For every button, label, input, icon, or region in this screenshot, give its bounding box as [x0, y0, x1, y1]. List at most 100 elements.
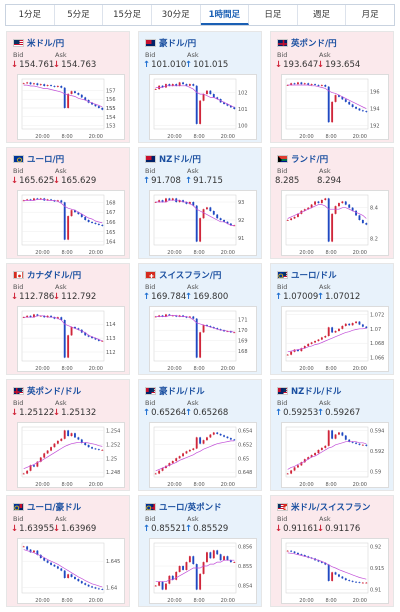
currency-card[interactable]: 豪ドル/ドル Bid Ask ↑0.65264 ↑0.65268 0.654 0.652 0.… — [138, 379, 262, 491]
chart-container[interactable]: 171 170 169 168 20:00 8:00 20:00 — [149, 306, 257, 372]
ask-value: 154.763 — [61, 60, 97, 70]
candle — [182, 315, 184, 317]
chart-container[interactable]: 102 101 100 20:00 8:00 20:00 — [149, 74, 257, 140]
candle — [223, 330, 225, 332]
chart-container[interactable]: 8.4 8.2 20:00 8:00 20:00 — [281, 190, 389, 256]
tab-timeframe[interactable]: 5分足 — [55, 5, 104, 25]
flag-icon — [145, 39, 156, 47]
tab-timeframe[interactable]: 1分足 — [6, 5, 55, 25]
chart-container[interactable]: 114 113 112 20:00 8:00 20:00 — [17, 306, 125, 372]
currency-pair-link[interactable]: ランド/円 — [291, 155, 329, 165]
price-chart: 114 113 112 20:00 8:00 20:00 — [21, 310, 116, 372]
currency-pair-link[interactable]: 米ドル/円 — [27, 39, 65, 49]
arrow-up-icon: ↑ — [143, 60, 151, 70]
tab-timeframe[interactable]: 30分足 — [152, 5, 201, 25]
x-tick-label: 20:00 — [299, 598, 313, 604]
candle — [229, 223, 232, 226]
chart-container[interactable]: 0.856 0.855 0.854 20:00 8:00 20:00 — [149, 538, 257, 604]
currency-pair-link[interactable]: ユーロ/円 — [27, 155, 65, 165]
currency-card[interactable]: 豪ドル/円 Bid Ask ↑101.010 ↑101.015 102 101 100 20:0… — [138, 31, 262, 143]
chart-container[interactable]: 0.92 0.915 0.91 20:00 8:00 20:00 — [281, 538, 389, 604]
x-tick-label: 20:00 — [353, 134, 367, 140]
bid-price: ↓154.761 — [11, 60, 54, 70]
chart-container[interactable]: 0.654 0.652 0.65 0.648 20:00 8:00 20:00 — [149, 422, 257, 488]
currency-pair-link[interactable]: 豪ドル/ドル — [159, 387, 205, 397]
currency-card[interactable]: スイスフラン/円 Bid Ask ↑169.784 ↑169.800 171 170 169 1… — [138, 263, 262, 375]
tab-timeframe[interactable]: 日足 — [249, 5, 298, 25]
card-header: カナダドル/円 — [13, 269, 81, 281]
chart-container[interactable]: 155 157 156 155 154 153 20:00 8:00 20:00 — [17, 74, 125, 140]
currency-pair-link[interactable]: ユーロ/ドル — [291, 271, 337, 281]
candle — [91, 102, 93, 105]
candle — [168, 463, 171, 466]
y-tick-label: 0.854 — [238, 584, 252, 590]
currency-pair-link[interactable]: ユーロ/豪ドル — [27, 503, 82, 513]
candle — [297, 82, 299, 85]
currency-card[interactable]: ユーロ/ドル Bid Ask ↑1.07009 ↑1.07012 1.072 1.07 1.0… — [270, 263, 394, 375]
chart-container[interactable]: 1.072 1.07 1.068 1.066 20:00 8:00 20:00 — [281, 306, 389, 372]
currency-card[interactable]: ユーロ/円 Bid Ask ↓165.625 ↓165.629 168 167 166 165 1… — [6, 147, 130, 259]
candle — [199, 332, 202, 358]
flag-icon — [145, 503, 156, 511]
currency-card[interactable]: ユーロ/豪ドル Bid Ask ↓1.63955 ↓1.63969 1.645 1.64 20… — [6, 495, 130, 607]
candle — [212, 432, 215, 435]
tab-timeframe[interactable]: 月足 — [361, 10, 379, 20]
currency-card[interactable]: 英ポンド/ドル Bid Ask ↓1.25122 ↓1.25132 1.254 1.252 1… — [6, 379, 130, 491]
ask-label: Ask — [319, 283, 331, 291]
currency-card[interactable]: NZドル/ドル Bid Ask ↑0.59253 ↑0.59267 0.594 0.592 0… — [270, 379, 394, 491]
currency-card[interactable]: 米ドル/円 Bid Ask ↓154.761 ↓154.763 155 157 156 155 1… — [6, 31, 130, 143]
candle — [317, 560, 320, 562]
currency-pair-link[interactable]: カナダドル/円 — [27, 271, 82, 281]
arrow-up-icon: ↑ — [143, 176, 151, 186]
tab-timeframe[interactable]: 週足 — [298, 5, 347, 25]
ask-label: Ask — [187, 283, 199, 291]
y-tick-label: 0.654 — [238, 428, 252, 434]
candle — [87, 100, 90, 103]
x-tick-label: 20:00 — [89, 134, 103, 140]
x-tick-label: 20:00 — [299, 482, 313, 488]
candle — [53, 317, 56, 319]
candle — [317, 84, 320, 86]
currency-pair-link[interactable]: NZドル/円 — [159, 155, 201, 165]
x-tick-label: 8:00 — [61, 250, 72, 256]
x-tick-label: 20:00 — [221, 482, 235, 488]
candle — [94, 104, 97, 107]
x-tick-label: 20:00 — [299, 134, 313, 140]
currency-pair-link[interactable]: 英ポンド/ドル — [27, 387, 82, 397]
candle — [341, 201, 344, 204]
candle — [101, 224, 104, 226]
currency-pair-link[interactable]: 米ドル/スイスフラン — [291, 503, 371, 513]
currency-card[interactable]: ユーロ/英ポンド Bid Ask ↑0.85521 ↑0.85529 0.856 0.855… — [138, 495, 262, 607]
chart-container[interactable]: 0.594 0.592 0.59 20:00 8:00 20:00 — [281, 422, 389, 488]
chart-container[interactable]: 93 92 91 20:00 8:00 20:00 — [149, 190, 257, 256]
currency-card[interactable]: ランド/円 Bid Ask 8.285 8.294 8.4 8.2 20:00 8:00 20:0… — [270, 147, 394, 259]
tab-timeframe[interactable]: 15分足 — [103, 5, 152, 25]
chart-container[interactable]: 1.645 1.64 20:00 8:00 20:00 — [17, 538, 125, 604]
y-tick-label: 154 — [106, 115, 116, 121]
currency-pair-link[interactable]: スイスフラン/円 — [159, 271, 222, 281]
flag-icon — [145, 271, 156, 279]
plot-area — [285, 78, 369, 130]
chart-container[interactable]: 168 167 166 165 164 20:00 8:00 20:00 — [17, 190, 125, 256]
moving-average-line — [287, 441, 367, 470]
currency-pair-link[interactable]: 英ポンド/円 — [291, 39, 337, 49]
candle — [56, 85, 59, 87]
chart-container[interactable]: 1.254 1.252 1.25 1.248 20:00 8:00 20:00 — [17, 422, 125, 488]
currency-card[interactable]: 米ドル/スイスフラン Bid Ask ↓0.91161 ↓0.91176 0.92 0.91… — [270, 495, 394, 607]
currency-pair-link[interactable]: NZドル/ドル — [291, 387, 342, 397]
currency-card[interactable]: カナダドル/円 Bid Ask ↓112.786 ↓112.792 114 113 112 20… — [6, 263, 130, 375]
x-tick-label: 20:00 — [35, 250, 49, 256]
x-tick-label: 20:00 — [35, 598, 49, 604]
currency-pair-link[interactable]: ユーロ/英ポンド — [159, 503, 222, 513]
candle — [80, 581, 83, 584]
currency-card[interactable]: 英ポンド/円 Bid Ask ↓193.647 ↓193.654 196 194 192 20:… — [270, 31, 394, 143]
bid-price: ↓193.647 — [275, 60, 318, 70]
currency-card[interactable]: NZドル/円 Bid Ask ↑91.708 ↑91.715 93 92 91 20:00 8:0… — [138, 147, 262, 259]
candle — [344, 578, 347, 581]
flag-icon — [277, 271, 288, 279]
tab-timeframe[interactable]: 1時間足 — [200, 5, 250, 25]
candle — [192, 202, 195, 206]
chart-container[interactable]: 196 194 192 20:00 8:00 20:00 — [281, 74, 389, 140]
currency-pair-link[interactable]: 豪ドル/円 — [159, 39, 197, 49]
